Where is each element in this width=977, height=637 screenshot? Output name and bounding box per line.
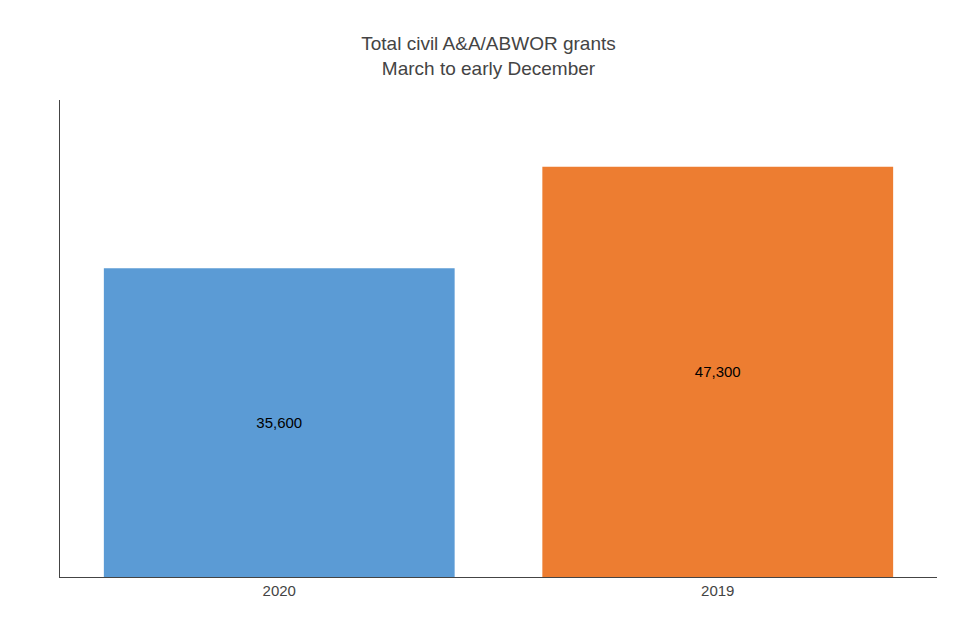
- svg-text:2020: 2020: [263, 582, 296, 599]
- svg-text:47,300: 47,300: [695, 363, 741, 380]
- svg-text:2019: 2019: [701, 582, 734, 599]
- svg-text:35,600: 35,600: [256, 414, 302, 431]
- svg-text:Total civil A&A/ABWOR grantsMa: Total civil A&A/ABWOR grantsMarch to ear…: [361, 33, 615, 79]
